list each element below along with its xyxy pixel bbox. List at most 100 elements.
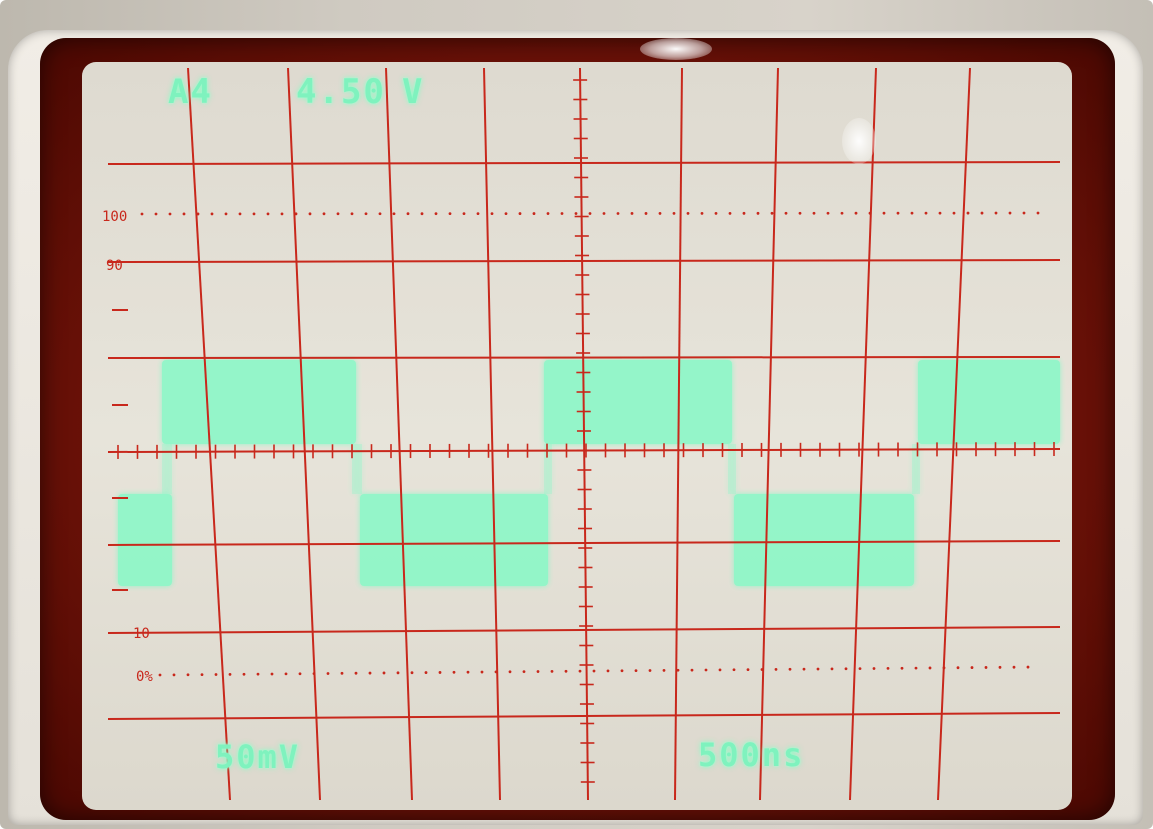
dotted-100-percent-line <box>854 211 858 215</box>
dotted-100-percent-line <box>406 212 410 216</box>
graticule-vline <box>287 67 321 801</box>
dotted-0-percent-line <box>592 669 596 673</box>
dotted-100-percent-line <box>462 212 466 216</box>
dotted-100-percent-line <box>812 211 816 215</box>
dotted-100-percent-line <box>896 211 900 215</box>
dotted-0-percent-line <box>704 668 708 672</box>
dotted-100-percent-line <box>644 212 648 215</box>
dotted-0-percent-line <box>844 667 848 671</box>
graticule-vline <box>674 67 683 801</box>
dotted-100-percent-line <box>1008 211 1012 215</box>
dotted-100-percent-line <box>336 212 340 216</box>
dotted-0-percent-line <box>578 669 582 673</box>
dotted-100-percent-line <box>252 212 256 216</box>
dotted-0-percent-line <box>620 669 624 673</box>
dotted-100-percent-line <box>140 212 144 216</box>
dotted-100-percent-line <box>238 212 242 216</box>
dotted-0-percent-line <box>774 667 778 671</box>
dotted-0-percent-line <box>732 668 736 672</box>
dotted-0-percent-line <box>900 666 904 670</box>
dotted-0-percent-line <box>802 667 806 671</box>
time-per-div-readout: 500ns <box>698 736 805 774</box>
dotted-100-percent-line <box>756 211 760 215</box>
dotted-100-percent-line <box>742 211 746 215</box>
dotted-100-percent-line <box>518 212 522 215</box>
trace-low-level <box>118 494 172 586</box>
dotted-0-percent-line <box>984 666 988 669</box>
graticule-vline <box>385 67 413 801</box>
dotted-0-percent-line <box>662 668 666 672</box>
dotted-100-percent-line <box>210 212 214 216</box>
dotted-100-percent-line <box>728 211 732 215</box>
graticule-vline <box>849 67 877 801</box>
dotted-0-percent-line <box>718 668 722 672</box>
dotted-100-percent-line <box>574 212 578 215</box>
dotted-100-percent-line <box>560 212 564 215</box>
trace-high-level <box>918 360 1060 444</box>
graticule-hline <box>107 626 1061 634</box>
graticule-vline <box>187 67 231 801</box>
trace-edge <box>544 444 552 494</box>
dotted-100-percent-line <box>686 211 690 215</box>
dotted-100-percent-line <box>280 212 284 216</box>
dotted-100-percent-line <box>308 212 312 216</box>
dotted-0-percent-line <box>508 670 512 674</box>
dotted-100-percent-line <box>714 211 718 215</box>
dotted-100-percent-line <box>266 212 270 216</box>
dotted-100-percent-line <box>966 211 970 215</box>
measurement-readout: 4.50 <box>296 72 386 112</box>
dotted-100-percent-line <box>700 211 704 215</box>
dotted-0-percent-line <box>186 673 190 677</box>
dotted-100-percent-line <box>770 211 774 215</box>
graticule-label-10: 10 <box>133 626 150 642</box>
dotted-100-percent-line <box>182 212 186 216</box>
dotted-100-percent-line <box>798 211 802 215</box>
trace-edge <box>352 444 362 494</box>
dotted-0-percent-line <box>200 673 204 677</box>
trace-edge <box>728 444 736 494</box>
dotted-100-percent-line <box>378 212 382 216</box>
dotted-100-percent-line <box>168 212 172 216</box>
trace-edge <box>912 444 920 494</box>
dotted-0-percent-line <box>970 666 974 669</box>
square-wave-trace <box>118 360 1060 586</box>
dotted-100-percent-line <box>434 212 438 216</box>
graticule-vline <box>483 67 501 801</box>
dotted-0-percent-line <box>256 672 260 676</box>
measurement-unit-readout: V <box>402 72 425 112</box>
dotted-100-percent-line <box>546 212 550 215</box>
dotted-0-percent-line <box>298 672 302 676</box>
dotted-100-percent-line <box>672 212 676 215</box>
dotted-100-percent-line <box>924 211 928 215</box>
graticule <box>107 67 1061 801</box>
dotted-100-percent-line <box>630 212 634 215</box>
dotted-100-percent-line <box>868 211 872 215</box>
dotted-100-percent-line <box>1036 211 1040 215</box>
dotted-0-percent-line <box>1012 665 1016 669</box>
graticule-label-0: 0% <box>136 669 153 685</box>
trace-high-level <box>544 360 732 444</box>
dotted-0-percent-line <box>410 671 414 675</box>
dotted-100-percent-line <box>952 211 956 215</box>
screen-glare-reflection <box>842 118 876 164</box>
dotted-0-percent-line <box>886 666 890 670</box>
dotted-100-percent-line <box>154 212 158 216</box>
dotted-0-percent-line <box>466 670 470 674</box>
dotted-100-percent-line <box>392 212 396 216</box>
dotted-0-percent-line <box>172 673 176 677</box>
dotted-0-percent-line <box>788 667 792 671</box>
dotted-100-percent-line <box>938 211 942 215</box>
graticule-vline <box>579 67 589 801</box>
dotted-0-percent-line <box>382 671 386 675</box>
dotted-100-percent-line <box>350 212 354 216</box>
dotted-100-percent-line <box>784 211 788 215</box>
dotted-0-percent-line <box>690 668 694 672</box>
dotted-100-percent-line <box>224 212 228 216</box>
trace-low-level <box>360 494 548 586</box>
dotted-0-percent-line <box>914 666 918 670</box>
graticule-label-100: 100 <box>102 209 127 225</box>
dotted-0-percent-line <box>354 671 358 675</box>
dotted-0-percent-line <box>242 672 246 676</box>
graticule-label-90: 90 <box>106 258 123 274</box>
dotted-100-percent-line <box>980 211 984 215</box>
